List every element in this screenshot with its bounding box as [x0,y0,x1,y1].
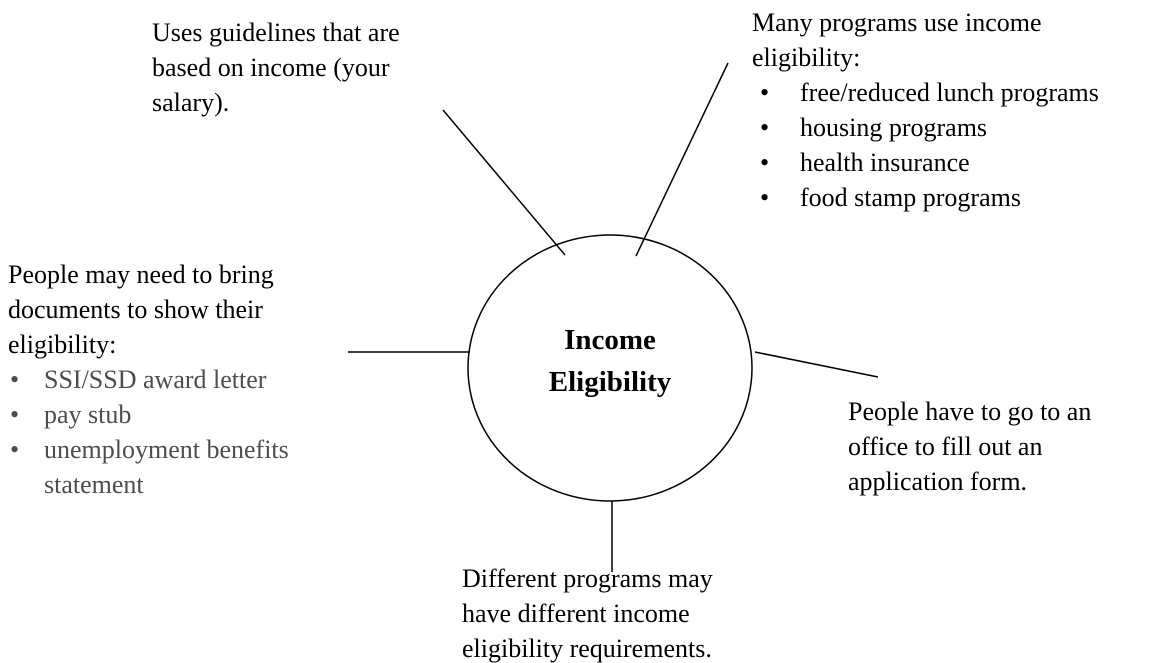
bullet-text: housing programs [800,113,987,142]
bullet: • [10,400,19,429]
texts: Income Eligibility Uses guidelines that ar… [8,8,1099,663]
bullet: • [10,435,19,464]
bullet: • [10,365,19,394]
bullet: • [760,78,769,107]
bullet-text: food stamp programs [800,183,1021,212]
node-text: eligibility requirements. [462,634,712,663]
node-text: documents to show their [8,295,263,324]
node-text: application form. [848,467,1027,496]
bullet-text: free/reduced lunch programs [800,78,1099,107]
bullet: • [760,148,769,177]
node-text: Many programs use income [752,8,1042,37]
bullet-text: SSI/SSD award letter [44,365,267,394]
node-text: have different income [462,599,690,628]
node-text: People have to go to an [848,397,1091,426]
center-label: Income [564,324,656,356]
node-text: People may need to bring [8,260,274,289]
node-text: office to fill out an [848,432,1042,461]
node-text: eligibility: [752,43,860,72]
connector [754,351,879,378]
node-text: based on income (your [152,53,390,82]
bullet-text: statement [44,470,144,499]
connector [442,109,566,256]
connector [635,62,729,257]
center-ellipse [467,234,753,502]
node-text: salary). [152,88,229,117]
node-text: Uses guidelines that are [152,18,400,47]
bullet-text: health insurance [800,148,970,177]
bullet-text: pay stub [44,400,131,429]
center-label: Eligibility [549,366,672,398]
node-text: eligibility: [8,330,116,359]
node-text: Different programs may [462,564,713,593]
bullet: • [760,113,769,142]
bullet: • [760,183,769,212]
bullet-text: unemployment benefits [44,435,289,464]
